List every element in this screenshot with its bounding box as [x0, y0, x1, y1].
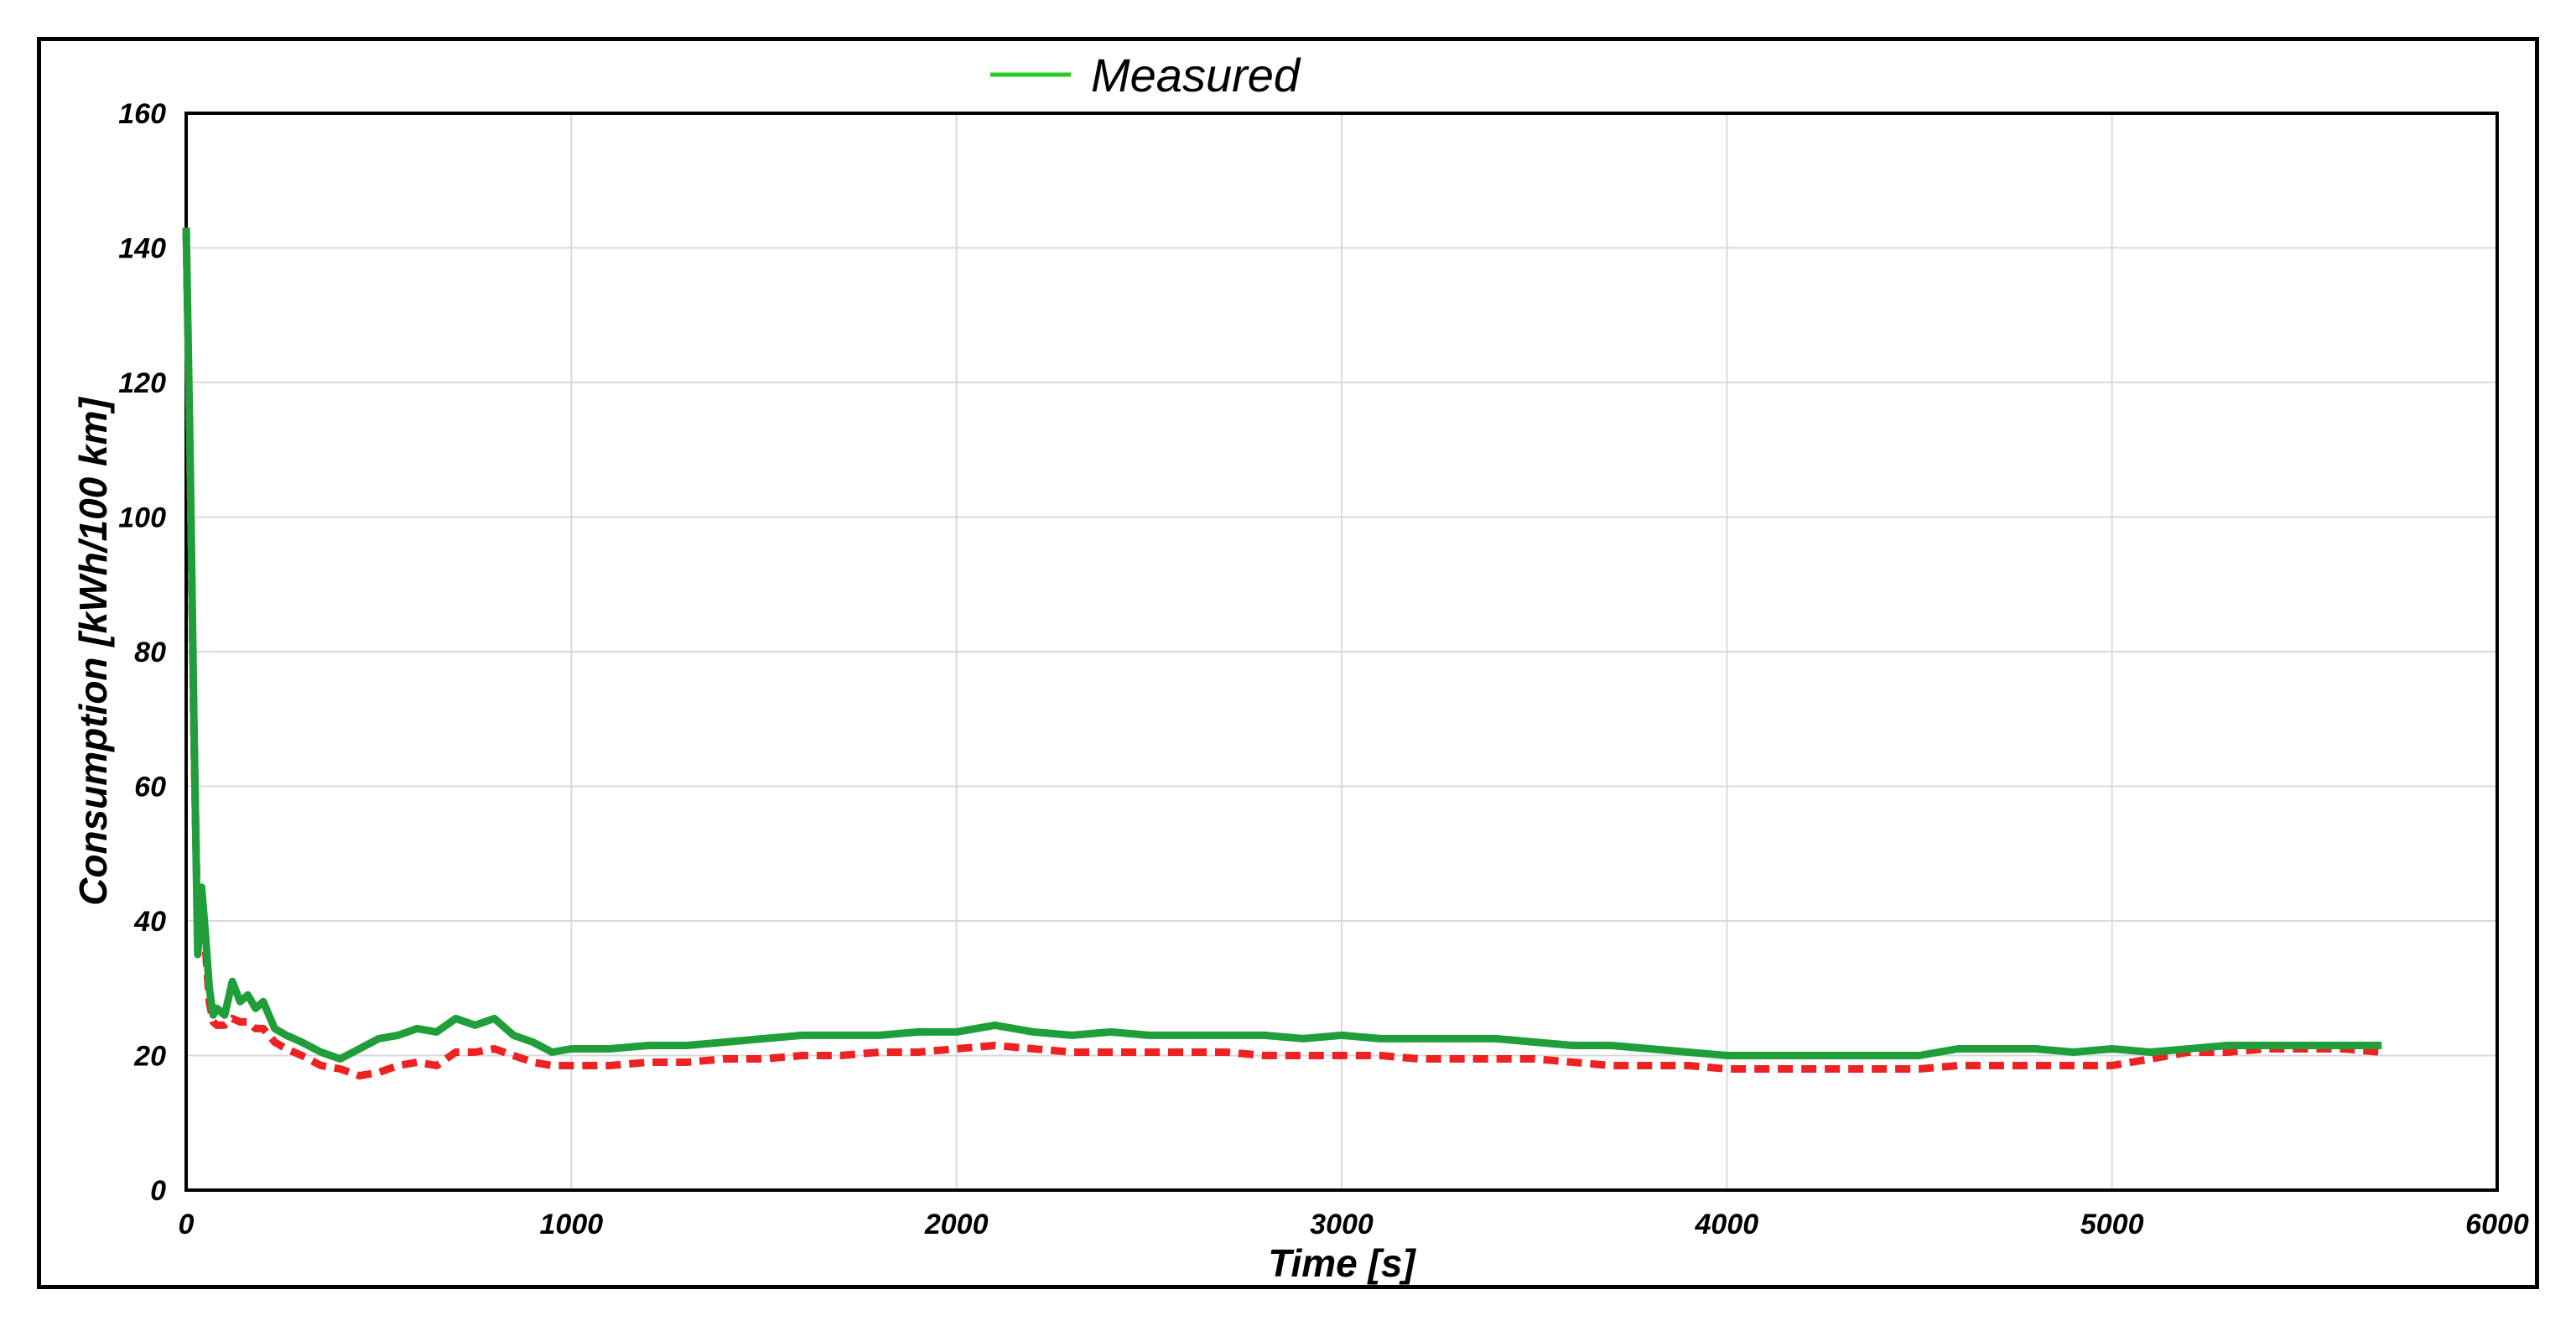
series-line-measured: [182, 227, 2382, 1063]
x-tick-label: 3000: [1310, 1209, 1374, 1240]
x-tick-label: 1000: [540, 1209, 604, 1240]
y-tick-label: 60: [134, 772, 166, 803]
y-axis-title: Consumption [kWh/100 km]: [71, 396, 115, 905]
legend: Measured: [990, 49, 1301, 101]
y-tick-label: 120: [118, 367, 166, 399]
y-tick-label: 20: [133, 1041, 166, 1073]
y-tick-label: 140: [118, 233, 166, 265]
series-line-dashed: [182, 227, 2382, 1080]
y-tick-label: 0: [150, 1175, 166, 1207]
x-tick-label: 6000: [2465, 1209, 2529, 1240]
y-axis-ticks: 0 20 40 60 80 100 120 140 160: [118, 98, 166, 1207]
x-tick-label: 5000: [2080, 1209, 2144, 1240]
grid: [186, 113, 2497, 1190]
legend-label-measured: Measured: [1091, 49, 1301, 101]
series-layer: [182, 227, 2382, 1080]
y-tick-label: 80: [134, 637, 166, 668]
x-axis-title: Time [s]: [1268, 1241, 1416, 1285]
line-chart: 0 1000 2000 3000 4000 5000 6000 0 20 40 60 80 100 12…: [71, 49, 2529, 1285]
x-axis-ticks: 0 1000 2000 3000 4000 5000 6000: [179, 1209, 2529, 1240]
x-tick-label: 4000: [1695, 1209, 1759, 1240]
y-tick-label: 100: [118, 502, 166, 534]
x-tick-label: 2000: [924, 1209, 989, 1240]
y-tick-label: 40: [133, 906, 166, 938]
chart-frame: 0 1000 2000 3000 4000 5000 6000 0 20 40 60 80 100 12…: [37, 37, 2539, 1289]
plot-area-border: [184, 112, 2499, 1192]
x-tick-label: 0: [179, 1209, 195, 1240]
y-tick-label: 160: [118, 98, 166, 130]
